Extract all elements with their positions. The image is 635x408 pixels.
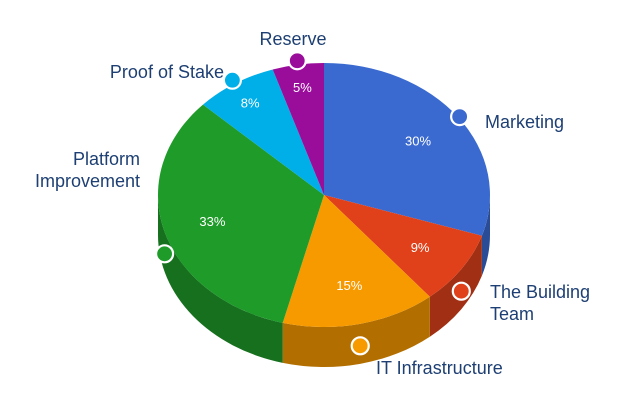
category-label-it-infrastructure: IT Infrastructure	[376, 358, 503, 378]
pie-side-it-infrastructure	[282, 296, 430, 368]
marker-the-building-team	[451, 281, 471, 301]
percent-label-the-building-team: 9%	[411, 240, 430, 255]
pie-slice-marketing	[324, 63, 490, 236]
pie-markers	[154, 51, 471, 356]
pie-labels: Marketing The Building Team IT Infrastructu…	[35, 29, 590, 378]
category-label-platform-improvement: Platform Improvement	[35, 149, 140, 191]
category-label-proof-of-stake: Proof of Stake	[110, 62, 224, 82]
category-label-marketing: Marketing	[485, 112, 564, 132]
marker-it-infrastructure	[350, 336, 370, 356]
pie-side-platform-improvement	[158, 195, 283, 363]
pie-slice-the-building-team	[324, 195, 482, 297]
marker-proof-of-stake	[222, 70, 242, 90]
marker-reserve	[287, 51, 307, 71]
pie-side-marketing	[481, 195, 490, 276]
pie-slice-it-infrastructure	[282, 195, 430, 327]
percent-label-reserve: 5%	[293, 80, 312, 95]
percent-label-platform-improvement: 33%	[199, 214, 225, 229]
pie-slice-proof-of-stake	[202, 69, 324, 195]
pie-slices	[157, 63, 490, 327]
percent-label-marketing: 30%	[405, 134, 431, 149]
percent-label-it-infrastructure: 15%	[336, 278, 362, 293]
pie-slice-reserve	[272, 63, 324, 195]
pie-slice-platform-improvement	[157, 104, 324, 323]
pie-percent-labels: 30% 9% 15% 33% 8% 5%	[199, 80, 431, 293]
category-label-reserve: Reserve	[259, 29, 326, 49]
percent-label-proof-of-stake: 8%	[241, 95, 260, 110]
marker-marketing	[450, 107, 470, 127]
marker-platform-improvement	[154, 244, 175, 264]
category-label-the-building-team: The Building Team	[490, 282, 590, 324]
